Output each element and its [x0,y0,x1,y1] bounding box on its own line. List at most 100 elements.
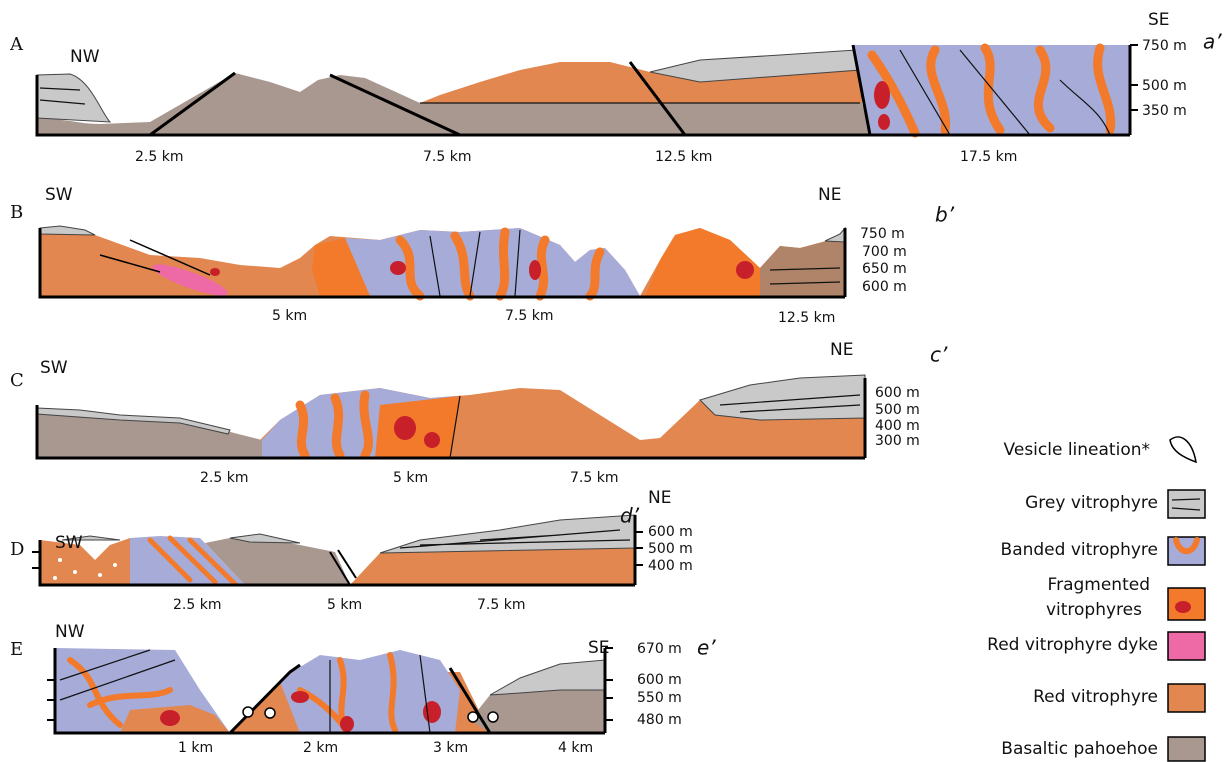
distance: 12.5 km [655,149,712,165]
legend-swatch [1168,490,1205,518]
fragmented-vitrophyre [375,396,460,458]
panel-b: B SW NE b’ 750 m 700 m 650 m 600 m 5 km … [10,185,955,326]
distance: 5 km [393,470,428,486]
elevation: 600 m [862,279,907,295]
distance: 17.5 km [960,149,1017,165]
direction: SW [55,533,83,553]
legend-label: vitrophyres [1046,600,1142,620]
elevation: 750 m [860,226,905,242]
shape [73,570,77,574]
fragment [160,710,180,726]
shape [243,707,253,717]
distance: 2.5 km [173,597,221,613]
elevation: 500 m [875,402,920,418]
elevation: 400 m [648,558,693,574]
elevation: 600 m [875,385,920,401]
panel-letter: A [9,34,24,55]
direction: NE [830,340,853,360]
legend-label: Grey vitrophyre [1025,493,1158,513]
shape [364,395,369,455]
distance: 4 km [558,740,593,756]
fragment [210,268,220,276]
section-end: d’ [620,504,640,528]
elevation: 670 m [637,641,682,657]
fragment [423,701,441,723]
section-end: a’ [1203,30,1222,54]
panel-letter: C [10,370,24,391]
fragment [390,261,406,275]
direction: NW [70,47,100,67]
distance: 2 km [303,740,338,756]
panel-d: D SW NE d’ 600 m 500 m 400 m 2.5 km 5 km… [10,488,693,613]
panel-letter: E [10,639,23,660]
elevation: 500 m [1142,78,1187,94]
elevation: 550 m [637,690,682,706]
shape [265,708,275,718]
distance: 7.5 km [570,470,618,486]
legend-label: Vesicle lineation* [1004,440,1150,460]
fragment [340,716,354,732]
direction: NE [818,185,841,205]
shape [468,712,478,722]
distance: 7.5 km [477,597,525,613]
legend-swatch [1168,737,1205,761]
elevation: 350 m [1142,103,1187,119]
elevation: 600 m [648,524,693,540]
direction: SW [45,185,73,205]
shape [53,576,57,580]
direction: SE [588,638,610,658]
panel-e: E NW SE e’ 670 m 600 m 550 m 480 m 1 km … [10,622,716,756]
elevation: 650 m [862,261,907,277]
elevation: 480 m [637,712,682,728]
distance: 2.5 km [135,149,183,165]
distance: 5 km [272,308,307,324]
distance: 1 km [178,740,213,756]
legend-label: Fragmented [1048,575,1150,595]
shape [488,712,498,722]
distance: 12.5 km [778,310,835,326]
grey-vitrophyre [490,660,605,695]
shape [500,232,505,296]
legend-label: Red vitrophyre dyke [987,635,1158,655]
direction: NW [55,622,85,642]
shape [58,558,62,562]
panel-c: C SW NE c’ 600 m 500 m 400 m 300 m 2.5 k… [10,340,948,486]
fragment [529,260,541,280]
red-vitrophyre [350,548,635,585]
shape [335,398,340,455]
distance: 5 km [327,597,362,613]
distance: 7.5 km [505,308,553,324]
legend-label: Red vitrophyre [1033,687,1158,707]
distance: 7.5 km [423,149,471,165]
shape [113,563,117,567]
legend-label: Banded vitrophyre [1001,540,1158,560]
elevation: 400 m [875,418,920,434]
elevation: 600 m [637,672,682,688]
direction: NE [648,488,671,508]
legend: Vesicle lineation* Grey vitrophyre Bande… [987,437,1205,761]
fragment [878,114,890,130]
fragment [291,691,309,703]
fragment [394,416,416,440]
elevation: 300 m [875,433,920,449]
vesicle-icon [1170,437,1196,462]
swatch-fragment [1175,601,1191,613]
panel-a: A NW SE a’ 750 m 500 m 350 m 2.5 km 7.5 … [9,10,1222,165]
cross-section-figure: A NW SE a’ 750 m 500 m 350 m 2.5 km 7.5 … [0,0,1230,762]
fragment [736,261,754,279]
shape [300,405,305,455]
shape [390,655,395,730]
elevation: 500 m [648,541,693,557]
legend-swatch [1168,684,1205,712]
grey-vitrophyre [37,74,110,122]
panel-letter: D [10,539,24,560]
shape [98,573,102,577]
elevation: 700 m [862,244,907,260]
fragment [424,432,440,448]
distance: 3 km [433,740,468,756]
legend-swatch [1168,632,1205,660]
panel-letter: B [10,202,23,223]
legend-label: Basaltic pahoehoe [1001,739,1158,759]
direction: SW [40,358,68,378]
section-end: c’ [930,343,948,367]
